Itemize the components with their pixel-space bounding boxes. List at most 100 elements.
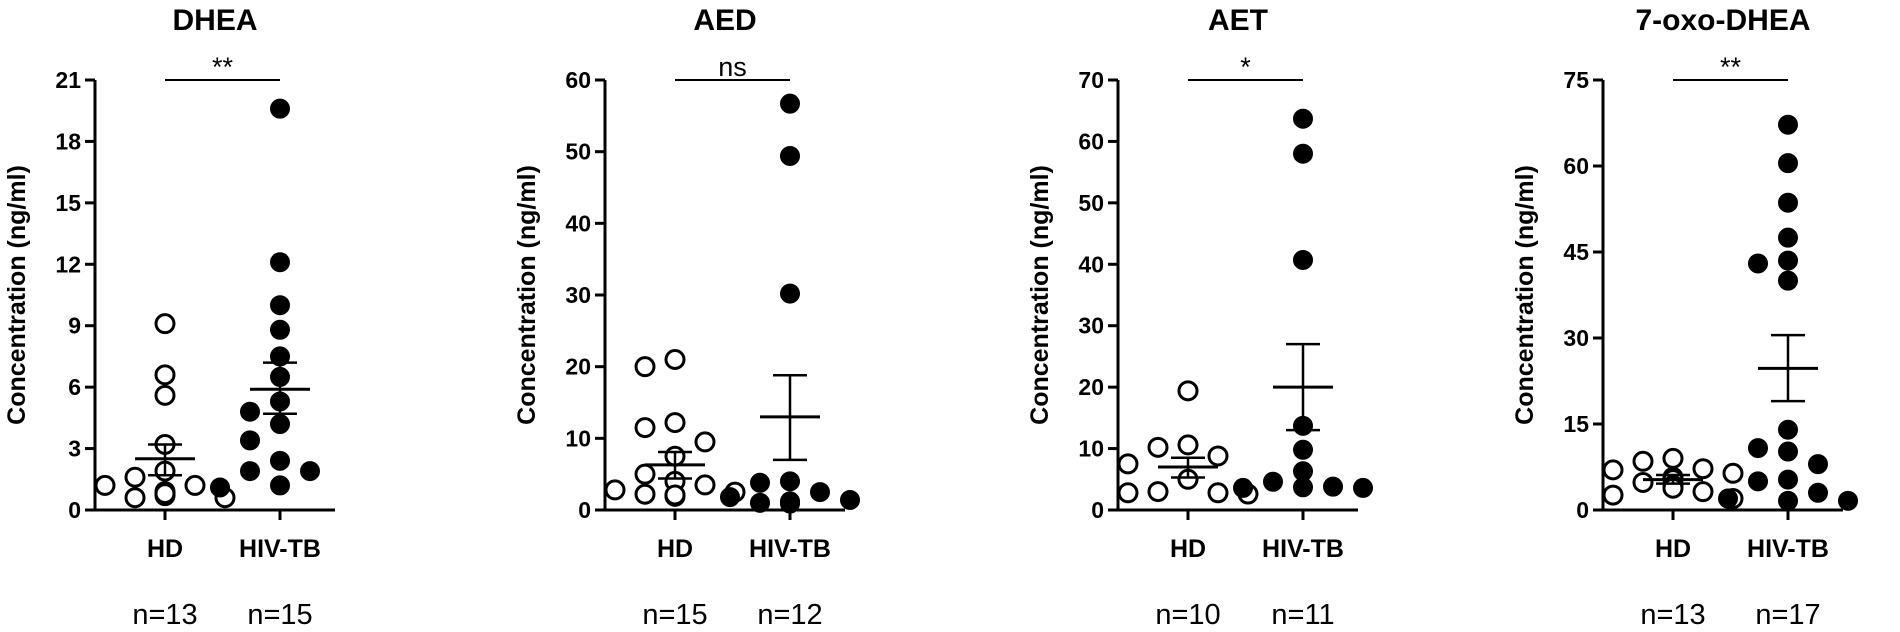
x-category-label: HD xyxy=(657,535,693,563)
data-point xyxy=(240,430,260,451)
data-point xyxy=(1293,108,1313,129)
y-tick-label: 40 xyxy=(1078,251,1104,277)
data-point xyxy=(694,474,716,496)
data-point xyxy=(270,98,290,119)
data-point xyxy=(780,145,800,166)
sample-size-label: n=10 xyxy=(1155,599,1220,631)
data-point xyxy=(634,417,656,439)
x-category-label: HIV-TB xyxy=(239,535,321,563)
data-point xyxy=(1632,450,1654,472)
y-tick-label: 30 xyxy=(1563,325,1589,351)
x-category-label: HIV-TB xyxy=(1262,535,1344,563)
y-tick-label: 15 xyxy=(1563,411,1589,437)
y-tick-label: 60 xyxy=(1563,153,1589,179)
data-point xyxy=(1233,477,1253,498)
data-point xyxy=(604,479,626,501)
data-point xyxy=(1293,439,1313,460)
y-tick-label: 20 xyxy=(565,354,591,380)
data-point xyxy=(94,474,116,496)
data-point xyxy=(154,384,176,406)
data-point xyxy=(634,356,656,378)
chart-title: DHEA xyxy=(172,4,257,37)
data-point xyxy=(634,483,656,505)
data-point xyxy=(270,295,290,316)
data-point xyxy=(1778,153,1798,174)
y-tick-label: 6 xyxy=(68,374,81,400)
data-point xyxy=(750,472,770,493)
data-point xyxy=(240,461,260,482)
y-tick-label: 60 xyxy=(565,67,591,93)
y-tick-label: 70 xyxy=(1078,67,1104,93)
data-point xyxy=(1778,192,1798,213)
data-point xyxy=(270,252,290,273)
data-point xyxy=(240,401,260,422)
y-tick-label: 50 xyxy=(565,139,591,165)
data-point xyxy=(1207,445,1229,467)
data-point xyxy=(1692,481,1714,503)
y-tick-label: 0 xyxy=(1091,497,1104,523)
y-tick-label: 12 xyxy=(55,251,81,277)
data-point xyxy=(124,487,146,509)
data-point xyxy=(1293,143,1313,164)
y-tick-label: 30 xyxy=(1078,313,1104,339)
y-tick-label: 50 xyxy=(1078,190,1104,216)
data-point xyxy=(634,463,656,485)
data-point xyxy=(1778,469,1798,490)
sample-size-label: n=13 xyxy=(132,599,197,631)
data-point xyxy=(1748,253,1768,274)
data-point xyxy=(750,492,770,513)
significance-label: ** xyxy=(1720,52,1742,82)
y-tick-label: 10 xyxy=(565,425,591,451)
data-point xyxy=(664,349,686,370)
significance-label: ns xyxy=(718,52,747,82)
data-point xyxy=(780,283,800,304)
y-axis-label: Concentration (ng/ml) xyxy=(1026,165,1054,425)
y-tick-label: 3 xyxy=(68,436,81,462)
data-point xyxy=(1293,477,1313,498)
significance-label: ** xyxy=(212,52,234,82)
x-category-label: HD xyxy=(1170,535,1206,563)
data-point xyxy=(210,477,230,498)
sample-size-label: n=13 xyxy=(1640,599,1705,631)
y-tick-label: 10 xyxy=(1078,436,1104,462)
group-hd xyxy=(1602,447,1744,510)
y-tick-label: 40 xyxy=(565,210,591,236)
x-category-label: HD xyxy=(147,535,183,563)
chart-panel-4: 7-oxo-DHEA Concentration (ng/ml) 0 15 30 45 60… xyxy=(1511,4,1858,631)
data-point xyxy=(1718,488,1738,509)
data-point xyxy=(1748,438,1768,459)
data-point xyxy=(270,414,290,434)
data-point xyxy=(124,466,146,488)
data-point xyxy=(1778,227,1798,248)
data-point xyxy=(780,471,800,492)
data-point xyxy=(1808,482,1828,503)
y-tick-label: 30 xyxy=(565,282,591,308)
sample-size-label: n=15 xyxy=(247,599,312,631)
data-point xyxy=(720,487,740,508)
data-point xyxy=(1293,249,1313,270)
sample-size-label: n=11 xyxy=(1271,599,1334,631)
data-point xyxy=(780,492,800,513)
group-hd xyxy=(604,349,746,507)
data-point xyxy=(1263,471,1283,492)
data-point xyxy=(1353,477,1373,498)
x-category-label: HIV-TB xyxy=(749,535,831,563)
data-point xyxy=(184,474,206,496)
data-point xyxy=(1177,434,1199,456)
chart-panel-3: AET Concentration (ng/ml) 0 10 20 30 40 50 60 70 H… xyxy=(1026,4,1373,631)
y-tick-label: 0 xyxy=(68,497,81,523)
chart-title: AET xyxy=(1208,4,1268,37)
data-point xyxy=(810,482,830,503)
group-hiv-tb xyxy=(210,98,320,498)
sample-size-label: n=15 xyxy=(642,599,707,631)
x-category-label: HIV-TB xyxy=(1747,535,1829,563)
y-tick-label: 45 xyxy=(1563,239,1589,265)
y-tick-label: 0 xyxy=(578,497,591,523)
sample-size-label: n=17 xyxy=(1755,599,1820,631)
data-point xyxy=(1207,482,1229,504)
data-point xyxy=(1692,458,1714,480)
y-tick-label: 75 xyxy=(1563,67,1589,93)
y-tick-label: 60 xyxy=(1078,128,1104,154)
sample-size-label: n=12 xyxy=(757,599,822,631)
